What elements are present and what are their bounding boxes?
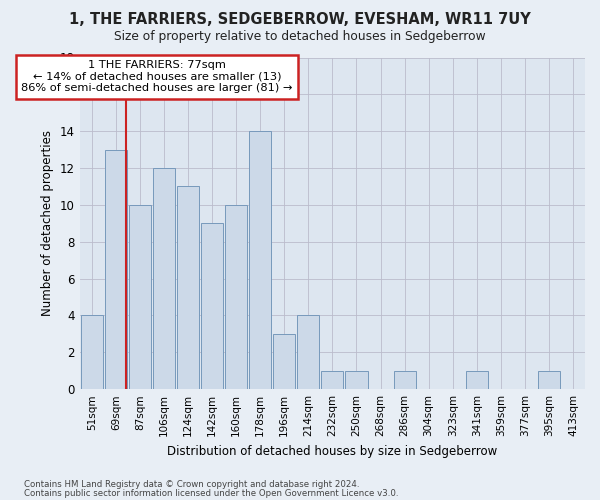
Text: Size of property relative to detached houses in Sedgeberrow: Size of property relative to detached ho… [114, 30, 486, 43]
Bar [153, 168, 175, 389]
Bar [81, 316, 103, 389]
Bar [273, 334, 295, 389]
Bar [394, 371, 416, 389]
Bar [466, 371, 488, 389]
X-axis label: Distribution of detached houses by size in Sedgeberrow: Distribution of detached houses by size … [167, 444, 497, 458]
Bar [201, 224, 223, 389]
Text: 1, THE FARRIERS, SEDGEBERROW, EVESHAM, WR11 7UY: 1, THE FARRIERS, SEDGEBERROW, EVESHAM, W… [69, 12, 531, 28]
Y-axis label: Number of detached properties: Number of detached properties [41, 130, 55, 316]
Bar [538, 371, 560, 389]
Bar [297, 316, 319, 389]
Text: Contains HM Land Registry data © Crown copyright and database right 2024.: Contains HM Land Registry data © Crown c… [24, 480, 359, 489]
Bar [105, 150, 127, 389]
Bar [225, 205, 247, 389]
Bar [177, 186, 199, 389]
Text: Contains public sector information licensed under the Open Government Licence v3: Contains public sector information licen… [24, 489, 398, 498]
Bar [346, 371, 368, 389]
Bar [322, 371, 343, 389]
Bar [249, 131, 271, 389]
Text: 1 THE FARRIERS: 77sqm
← 14% of detached houses are smaller (13)
86% of semi-deta: 1 THE FARRIERS: 77sqm ← 14% of detached … [21, 60, 292, 94]
Bar [129, 205, 151, 389]
